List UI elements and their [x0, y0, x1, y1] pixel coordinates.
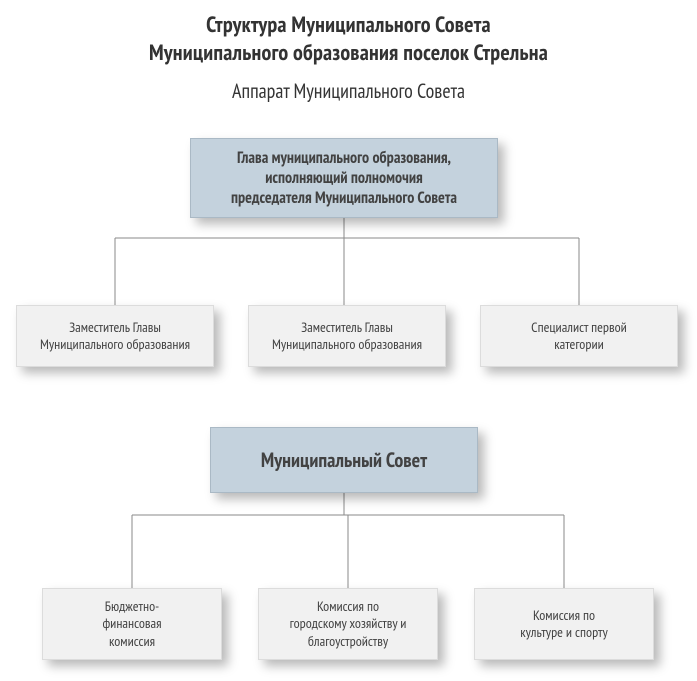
org-child-2-2-label: Комиссия покультуре и спорту	[520, 607, 608, 642]
org-child-1-1-label: Заместитель ГлавыМуниципального образова…	[272, 319, 422, 354]
title-line1: Структура Муниципального Совета	[206, 11, 491, 39]
org-root-2-label: Муниципальный Совет	[261, 448, 427, 473]
org-child-2-2: Комиссия покультуре и спорту	[474, 588, 654, 660]
org-child-1-1: Заместитель ГлавыМуниципального образова…	[248, 305, 446, 367]
org-child-1-2: Специалист первойкатегории	[480, 305, 678, 367]
org-child-2-0-label: Бюджетно-финансоваякомиссия	[102, 598, 161, 651]
page-title: Структура Муниципального Совета Муниципа…	[0, 12, 697, 67]
org-child-1-2-label: Специалист первойкатегории	[531, 319, 627, 354]
org-root-1: Глава муниципального образования,исполня…	[190, 138, 498, 218]
org-child-1-0: Заместитель ГлавыМуниципального образова…	[16, 305, 214, 367]
org-root-2: Муниципальный Совет	[210, 427, 478, 493]
org-child-2-1: Комиссия погородскому хозяйству иблагоус…	[258, 588, 438, 660]
page-subtitle: Аппарат Муниципального Совета	[0, 78, 697, 104]
title-line2: Муниципального образования поселок Стрел…	[149, 39, 548, 67]
org-child-2-1-label: Комиссия погородскому хозяйству иблагоус…	[290, 598, 407, 651]
org-root-1-label: Глава муниципального образования,исполня…	[231, 148, 457, 208]
org-child-2-0: Бюджетно-финансоваякомиссия	[42, 588, 222, 660]
org-child-1-0-label: Заместитель ГлавыМуниципального образова…	[40, 319, 190, 354]
